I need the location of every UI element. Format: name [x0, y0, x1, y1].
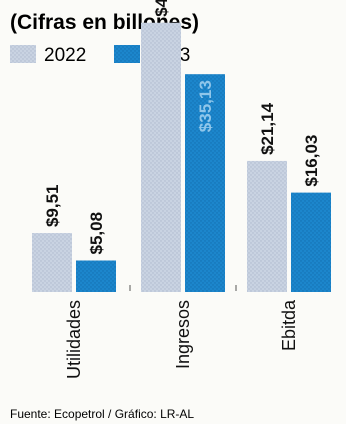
category-label-ebitda: Ebitda — [279, 299, 299, 351]
bar-ingresos-2023 — [185, 74, 225, 292]
value-label-utilidades-2023: $5,08 — [87, 212, 106, 255]
chart-source: Fuente: Ecopetrol / Gráfico: LR-AL — [10, 407, 194, 421]
bar-ebitda-2023 — [291, 192, 331, 292]
category-label-ingresos: Ingresos — [173, 300, 193, 369]
legend-label-2022: 2022 — [44, 45, 86, 66]
value-label-ingresos-2022: $43,43 — [152, 0, 171, 17]
legend-swatch-2022 — [10, 45, 36, 63]
bar-utilidades-2022 — [32, 233, 72, 292]
bar-utilidades-2023 — [76, 260, 116, 292]
category-label-utilidades: Utilidades — [64, 300, 84, 379]
value-label-ebitda-2023: $16,03 — [302, 135, 321, 187]
value-label-ingresos-2023: $35,13 — [196, 80, 215, 132]
value-label-utilidades-2022: $9,51 — [43, 184, 62, 227]
value-label-ebitda-2022: $21,14 — [258, 102, 277, 155]
bar-ingresos-2022 — [141, 22, 181, 292]
legend-swatch-2023 — [114, 45, 140, 63]
bar-ebitda-2022 — [247, 160, 287, 292]
